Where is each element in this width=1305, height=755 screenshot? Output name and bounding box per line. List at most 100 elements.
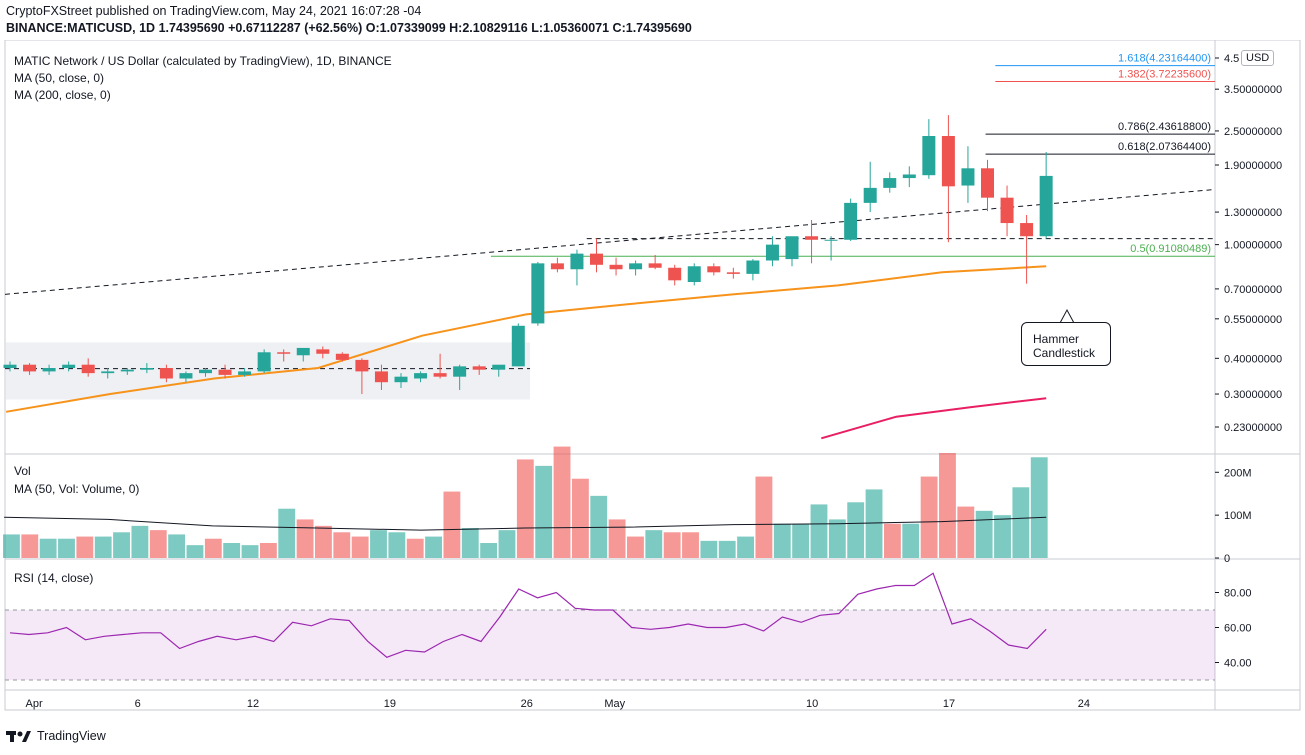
candle-down — [23, 364, 37, 372]
ohlc-low-label: L: — [531, 21, 544, 35]
candle-down — [550, 263, 564, 270]
volume-bar — [388, 532, 406, 558]
candle-down — [81, 364, 95, 374]
time-axis-label: Apr — [26, 698, 43, 710]
volume-bar — [406, 538, 424, 558]
volume-bar — [425, 536, 442, 558]
volume-bar — [663, 532, 681, 558]
tradingview-footer[interactable]: TradingView — [6, 729, 106, 743]
volume-bar — [535, 465, 553, 558]
ohlc-low: 1.05360071 — [543, 21, 610, 35]
candle-down — [159, 368, 173, 379]
ma200-line — [821, 397, 1047, 440]
price-value: 1.74395690 — [158, 21, 225, 35]
volume-bar — [443, 491, 461, 558]
candle-up — [414, 373, 428, 379]
candle-up — [883, 178, 897, 188]
volume-bar — [149, 530, 167, 558]
price-axis-label: 1.00000000 — [1224, 240, 1282, 252]
volume-bar — [700, 540, 718, 558]
candle-down — [1000, 197, 1014, 224]
candle-up — [961, 168, 975, 186]
candle-down — [668, 267, 682, 281]
volume-bar — [571, 478, 589, 558]
volume-bar — [259, 543, 277, 558]
volume-bar — [902, 523, 920, 558]
volume-bar — [58, 538, 75, 558]
fib-level-label: 0.786(2.43618800) — [1118, 121, 1211, 133]
volume-axis-label: 200M — [1224, 467, 1252, 479]
candle-up — [42, 368, 56, 372]
volume-bar — [994, 515, 1011, 558]
volume-bar — [920, 476, 938, 558]
volume-ma-line — [4, 516, 1047, 531]
trendline-dashed — [4, 188, 1216, 295]
volume-bar — [333, 532, 351, 558]
rsi-axis-label: 80.00 — [1224, 588, 1252, 600]
candle-down — [1020, 223, 1034, 237]
candle-down — [805, 236, 819, 240]
volume-bar — [939, 453, 956, 558]
candle-up — [531, 263, 545, 324]
volume-bar — [883, 523, 901, 558]
price-axis-label: 0.55000000 — [1224, 314, 1282, 326]
volume-bar — [957, 506, 975, 558]
candle-up — [179, 373, 193, 379]
candle-down — [707, 266, 721, 273]
volume-bar — [553, 446, 571, 558]
price-axis-label: 0.23000000 — [1224, 422, 1282, 434]
volume-bar — [480, 543, 498, 558]
callout-pointer — [1059, 308, 1075, 324]
time-axis-label: 12 — [247, 698, 259, 710]
volume-axis-label: 100M — [1224, 510, 1252, 522]
volume-bar — [737, 536, 754, 558]
candle-down — [590, 253, 603, 265]
hammer-callout: Hammer Candlestick — [1021, 322, 1111, 366]
volume-bar — [810, 504, 828, 558]
candle-up — [922, 136, 936, 176]
candle-down — [355, 359, 369, 372]
candle-down — [374, 371, 388, 383]
rsi-legend: RSI (14, close) — [14, 571, 94, 585]
time-axis-label: May — [604, 698, 625, 710]
volume-bar — [847, 502, 865, 558]
candle-up — [120, 369, 134, 372]
volume-bar — [498, 530, 516, 558]
currency-badge[interactable]: USD — [1241, 50, 1275, 66]
candle-up — [511, 325, 525, 367]
volume-bar — [627, 536, 644, 558]
volume-bar — [516, 459, 534, 558]
rsi-axis-label: 40.00 — [1224, 658, 1252, 670]
symbol-ohlc-line: BINANCE:MATICUSD, 1D 1.74395690 +0.67112… — [6, 21, 692, 35]
price-axis-label: 0.40000000 — [1224, 353, 1282, 365]
callout-line1: Hammer — [1033, 332, 1080, 346]
price-axis-label: 0.70000000 — [1224, 284, 1282, 296]
volume-bar — [186, 545, 204, 558]
volume-bar — [1012, 487, 1030, 558]
volume-bar — [39, 538, 57, 558]
candle-up — [101, 371, 115, 374]
volume-axis-label: 0 — [1224, 553, 1230, 565]
candle-down — [433, 373, 447, 377]
ohlc-close: 1.74395690 — [625, 21, 692, 35]
candle-up — [629, 263, 643, 270]
volume-bar — [168, 534, 186, 558]
tradingview-logo-icon — [6, 731, 31, 742]
chart-canvas[interactable]: 4.5 3.50000000 2.50000000 1.90000000 1.30000… — [0, 40, 1305, 730]
callout-line2: Candlestick — [1033, 346, 1096, 360]
candle-up — [687, 266, 701, 282]
ohlc-close-label: C: — [612, 21, 626, 35]
candle-up — [3, 364, 17, 369]
fib-level-label: 0.5(0.91080489) — [1130, 243, 1211, 255]
publisher-line: CryptoFXStreet published on TradingView.… — [6, 4, 422, 18]
rsi-band — [5, 610, 1215, 680]
candle-down — [609, 264, 623, 270]
ohlc-high-label: H: — [449, 21, 463, 35]
ohlc-high: 2.10829116 — [462, 21, 528, 35]
volume-bar — [351, 536, 369, 558]
ohlc-open-label: O: — [365, 21, 380, 35]
ma50-legend: MA (50, close, 0) — [14, 71, 105, 85]
volume-bar — [241, 545, 259, 558]
volume-bar — [21, 534, 39, 558]
ma50-line — [5, 265, 1047, 413]
